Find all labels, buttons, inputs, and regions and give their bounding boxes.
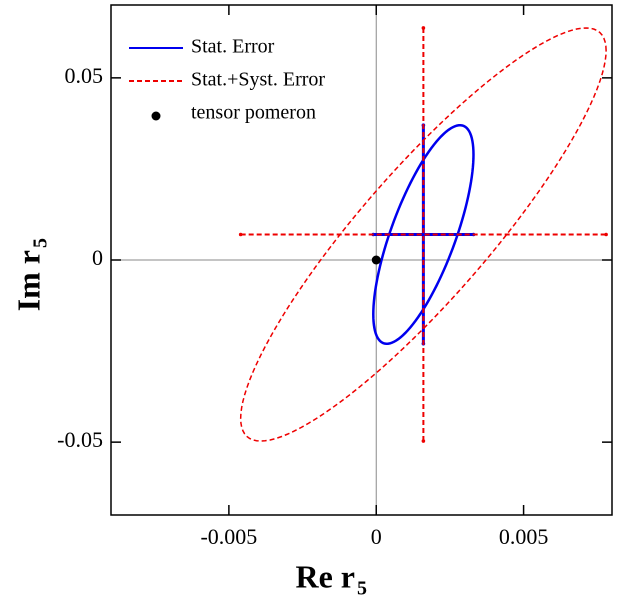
error-ellipse	[372, 123, 475, 346]
x-axis-label: Re r 5	[295, 558, 367, 599]
legend-label: tensor pomeron	[191, 102, 316, 124]
error-bar-cap	[238, 232, 243, 237]
x-tick-label: 0	[371, 524, 382, 549]
x-tick-label: 0.005	[499, 524, 549, 549]
legend-label: Stat. Error	[191, 36, 275, 58]
error-bar-cap	[421, 26, 426, 30]
y-axis-label-text: Im r	[10, 250, 46, 311]
y-axis-label-subscript: 5	[30, 238, 52, 248]
y-tick-label: 0.05	[65, 63, 104, 88]
x-axis-label-subscript: 5	[357, 578, 367, 600]
error-bar-cap	[421, 439, 426, 443]
y-axis-label: Im r 5	[10, 238, 51, 311]
legend-marker	[151, 111, 161, 121]
legend-label: Stat.+Syst. Error	[191, 69, 325, 91]
y-tick-label: 0	[92, 245, 103, 270]
point	[371, 255, 381, 265]
y-tick-label: -0.05	[57, 427, 103, 452]
plot-frame	[110, 4, 613, 516]
x-axis-label-text: Re r	[295, 558, 355, 594]
x-tick-label: -0.005	[200, 524, 257, 549]
error-ellipse	[239, 27, 607, 442]
error-bar-cap	[604, 232, 608, 237]
